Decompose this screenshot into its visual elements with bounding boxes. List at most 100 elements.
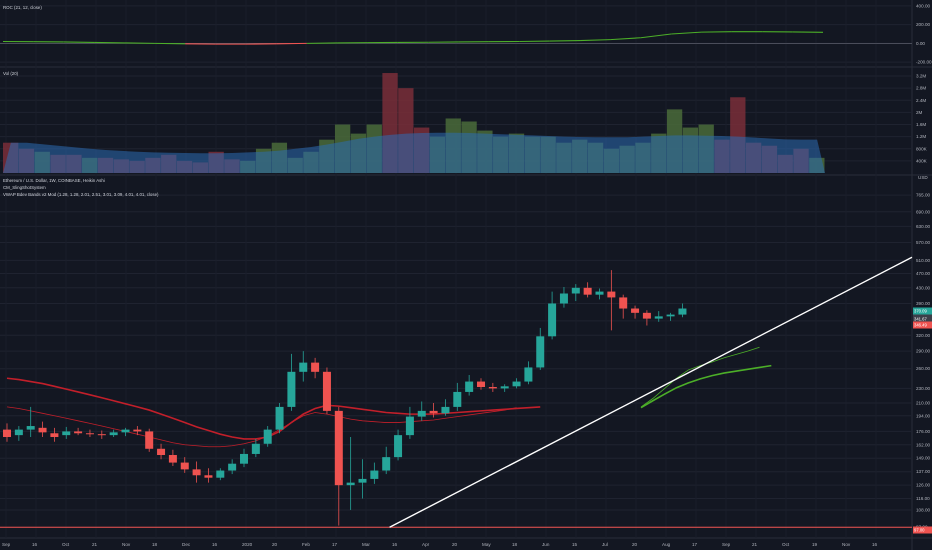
time-axis-label: Nov [122,542,131,547]
candle-body [548,303,557,337]
candle-body [642,312,651,319]
candle-body [26,426,35,430]
price-axis-label: 290.00 [916,349,930,354]
volume-axis-label: 1.2M [916,134,926,139]
candlesticks [3,270,687,526]
candle-body [228,463,237,471]
time-axis-label: 15 [572,542,578,547]
price-pane[interactable]: Ethereum / U.S. Dollar, 1W, COINBASE, He… [0,175,932,534]
volume-axis-label: 2M [916,110,923,115]
roc-pane[interactable]: ROC (21, 12, close) 400.00 200.00 0.00 -200… [0,3,932,65]
candle-body [145,431,154,449]
candle-body [334,410,343,486]
time-axis-label: Jun [542,542,550,547]
price-axis-label: 230.00 [916,386,930,391]
candle-body [595,291,604,295]
candle-body [50,433,59,438]
currency-label: USD [918,175,928,180]
roc-segment [580,39,611,42]
time-axis-label: 16 [212,542,218,547]
price-axis-label: 510.00 [916,258,930,263]
time-axis-label: Nov [842,542,851,547]
price-tag-text: 97.00 [914,528,925,533]
candle-body [287,371,296,407]
candle-body [654,316,663,319]
candle-body [109,432,118,436]
candle-body [121,429,130,433]
candle-body [512,381,521,387]
candle-body [14,429,23,436]
candle-body [488,387,497,389]
candle-body [62,431,71,436]
volume-axis-label: 3.2M [916,74,926,79]
volume-axis-label: 2.8M [916,86,926,91]
price-tag-text: 370.09 [914,309,927,314]
volume-legend[interactable]: Vol (20) [3,71,19,76]
time-axis-label: Dec [182,542,191,547]
candle-body [394,435,403,458]
candle-body [536,336,545,368]
roc-segment [640,33,672,39]
ma-line [6,377,541,440]
roc-axis-label: 400.00 [916,3,930,8]
roc-axis-label: -200.00 [916,60,932,65]
candle-body [3,429,11,438]
ma-line [640,364,772,409]
candle-body [429,410,438,414]
candle-body [204,475,213,478]
price-axis-label: 630.00 [916,224,930,229]
candle-body [97,434,106,436]
volume-axis: 3.2M 2.8M 2.4M 2M 1.6M 1.2M 800K 400K [916,74,928,164]
ma-line [6,406,517,448]
roc-line [2,31,824,45]
time-axis-label: 20 [272,542,278,547]
price-tag-box [913,307,932,315]
time-axis-label: 17 [332,542,338,547]
time-axis-label: 16 [872,542,878,547]
candle-body [370,470,379,479]
candle-body [168,455,177,463]
time-axis-label: 18 [152,542,158,547]
price-legend-line-2[interactable]: VWAP Bdev Bands v2 Mod (1.28, 1.28, 2.01… [3,192,159,197]
candle-body [263,429,272,444]
candle-body [500,386,509,389]
roc-segment [671,31,702,35]
volume-pane[interactable]: Vol (20) 3.2M 2.8M 2.4M 2M 1.6M 1.2M 800K 400K [3,71,928,173]
price-axis-label: 116.00 [916,496,930,501]
candle-body [240,453,248,464]
candle-body [477,381,485,388]
roc-legend[interactable]: ROC (21, 12, close) [3,5,42,10]
time-axis-label: 20 [632,542,638,547]
time-axis-label: Sep [722,542,731,547]
candle-body [441,406,450,414]
candle-body [559,293,568,304]
candle-body [417,410,426,417]
candle-body [85,433,94,435]
roc-axis-label: 200.00 [916,22,930,27]
price-axis-label: 162.00 [916,442,930,447]
price-tag-box [913,526,932,534]
price-legend-line-1[interactable]: CM_SlingShotSystem [3,185,46,190]
roc-axis-label: 0.00 [916,41,925,46]
time-axis-label: Aug [662,542,671,547]
price-axis-label: 690.00 [916,209,930,214]
time-axis-label: 20 [452,542,458,547]
candle-body [382,457,391,471]
candle-body [275,406,284,430]
candle-body [571,287,580,294]
candle-body [311,362,320,372]
price-axis-label: 260.00 [916,366,930,371]
time-axis-label: 21 [92,542,98,547]
candle-body [322,371,331,411]
price-tag-box [913,315,932,323]
trendline[interactable] [389,256,913,528]
candle-body [666,314,675,317]
moving-average-lines [6,346,772,448]
time-axis[interactable]: Sep 16 Oct 21 Nov 18 Dec 16 2020 20 Feb 17 Mar 16 Apr 2… [2,542,878,547]
price-legend-title[interactable]: Ethereum / U.S. Dollar, 1W, COINBASE, He… [3,178,105,183]
price-axis-label: 176.00 [916,429,930,434]
time-axis-label: Oct [782,542,790,547]
price-axis-label: 149.00 [916,456,930,461]
